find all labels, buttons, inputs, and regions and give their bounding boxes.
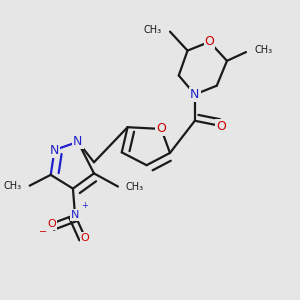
- Text: CH₃: CH₃: [144, 25, 162, 35]
- Text: +: +: [81, 201, 88, 210]
- Text: −: −: [39, 227, 47, 237]
- Text: N: N: [73, 135, 83, 148]
- Text: N: N: [71, 210, 79, 220]
- Text: O: O: [156, 122, 166, 136]
- Text: O: O: [205, 35, 214, 48]
- Text: CH₃: CH₃: [254, 45, 272, 55]
- Text: CH₃: CH₃: [126, 182, 144, 191]
- Text: N: N: [190, 88, 200, 101]
- Text: N: N: [50, 143, 59, 157]
- Text: O: O: [47, 219, 56, 229]
- Text: O: O: [81, 233, 90, 243]
- Text: O: O: [216, 119, 226, 133]
- Text: CH₃: CH₃: [4, 181, 22, 191]
